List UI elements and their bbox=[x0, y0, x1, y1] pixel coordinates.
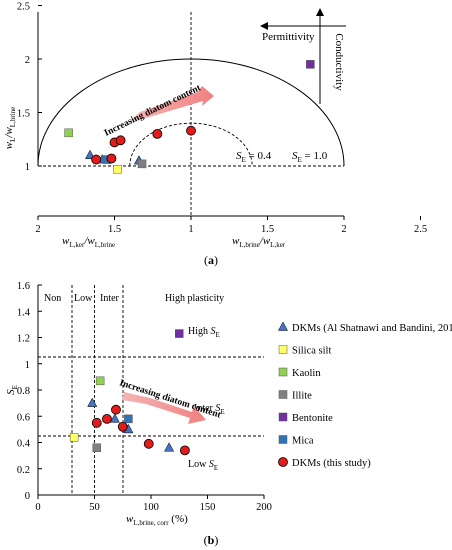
zone-inter-se-label: Inter SE bbox=[194, 403, 225, 416]
panel-b-point bbox=[69, 433, 79, 442]
se-1-boundary-curve bbox=[37, 58, 345, 167]
panel-a-trend-arrow bbox=[130, 86, 214, 121]
panel-b: 0 0.2 0.4 0.6 0.8 1 1.2 1.4 1.6 0 50 100 150 200 Non… bbox=[5, 281, 452, 547]
panel-b-label: (b) bbox=[204, 533, 219, 547]
panel-a-x-tick-label: 2 bbox=[35, 224, 40, 235]
panel-b-x-label: wL,brine, corr (%) bbox=[126, 513, 188, 527]
panel-b-legend: DKMs (Al Shatnawi and Bandini, 2018) Sili… bbox=[277, 321, 452, 469]
permittivity-label: Permittivity bbox=[262, 31, 315, 43]
conductivity-arrowhead bbox=[316, 8, 324, 16]
conductivity-label: Conductivity bbox=[333, 33, 345, 91]
panel-b-data-points bbox=[69, 329, 190, 456]
panel-a-point bbox=[152, 128, 163, 139]
panel-b-point bbox=[175, 329, 184, 338]
panel-b-point bbox=[164, 442, 175, 452]
panel-a-label: (a) bbox=[204, 253, 218, 267]
panel-a-point bbox=[106, 153, 117, 164]
legend-marker bbox=[278, 435, 288, 444]
panel-b-y-tick-label: 1.4 bbox=[17, 307, 31, 318]
panel-a-y-tick-label: 2 bbox=[25, 55, 30, 66]
region-high-label: High plasticity bbox=[165, 293, 224, 304]
legend-marker bbox=[278, 457, 288, 467]
panel-a-x-tick-label: 2.5 bbox=[414, 224, 427, 235]
panel-b-y-tick-label: 1.2 bbox=[17, 334, 30, 345]
panel-a-point bbox=[137, 159, 147, 169]
panel-a-x-tick-label: 1.5 bbox=[261, 224, 274, 235]
panel-a-y-label: wL/wL,brine bbox=[3, 107, 17, 149]
legend-entry: Illite bbox=[292, 391, 312, 402]
panel-b-x-tick-label: 200 bbox=[256, 502, 272, 513]
panel-b-point bbox=[91, 417, 102, 428]
legend-entry: DKMs (Al Shatnawi and Bandini, 2018) bbox=[292, 323, 452, 334]
panel-b-y-tick-label: 0.4 bbox=[17, 439, 31, 450]
panel-b-y-tick-label: 1.6 bbox=[17, 281, 30, 292]
panel-b-point bbox=[117, 421, 128, 432]
panel-a-y-tick-label: 1 bbox=[25, 162, 30, 173]
legend-marker bbox=[278, 345, 288, 354]
region-non-label: Non bbox=[44, 293, 61, 304]
panel-a-x-label-left: wL,ker/wL,brine bbox=[62, 235, 115, 249]
panel-b-x-tick-label: 0 bbox=[35, 502, 40, 513]
panel-b-point bbox=[102, 413, 112, 424]
panel-a-x-tick-label: 1 bbox=[188, 224, 193, 235]
zone-high-se-label: High SE bbox=[188, 326, 220, 339]
panel-a-point bbox=[91, 154, 102, 165]
panel-b-x-tick-label: 100 bbox=[143, 502, 159, 513]
legend-entry: Bentonite bbox=[292, 413, 333, 424]
se-0-4-boundary-curve bbox=[129, 122, 253, 167]
panel-b-point bbox=[143, 438, 154, 449]
zone-low-se-label: Low SE bbox=[188, 459, 218, 472]
panel-a: 11.522.5 2.521.511.522.5 wL/wL,brine wL,… bbox=[3, 2, 427, 268]
legend-entry: Mica bbox=[292, 436, 314, 447]
panel-a-point bbox=[113, 164, 122, 174]
panel-a-point bbox=[186, 125, 196, 136]
legend-entry: DKMs (this study) bbox=[292, 458, 371, 469]
legend-entry: Kaolin bbox=[292, 368, 321, 379]
se-1-0-label: SE = 1.0 bbox=[292, 150, 328, 164]
panel-b-trend-arrow bbox=[122, 392, 206, 424]
panel-a-data-points bbox=[64, 60, 315, 174]
panel-a-point bbox=[64, 128, 73, 138]
panel-b-point bbox=[95, 376, 105, 386]
legend-marker bbox=[278, 412, 288, 422]
region-low-label: Low bbox=[74, 293, 93, 304]
panel-b-y-tick-label: 0.2 bbox=[17, 465, 30, 476]
panel-a-x-label-right: wL,brine/wL,ker bbox=[232, 235, 286, 249]
se-0-4-label: SE = 0.4 bbox=[236, 150, 272, 164]
panel-b-y-tick-label: 0 bbox=[25, 491, 30, 502]
panel-b-point bbox=[179, 445, 190, 456]
region-inter-label: Inter bbox=[100, 293, 120, 304]
panel-b-y-label: SE bbox=[5, 385, 19, 395]
panel-a-x-tick-label: 1.5 bbox=[108, 224, 121, 235]
legend-entry: Silica silt bbox=[292, 346, 331, 357]
legend-marker bbox=[278, 390, 288, 399]
panel-b-point bbox=[111, 404, 121, 415]
panel-b-y-tick-label: 1 bbox=[25, 360, 30, 371]
panel-a-point bbox=[306, 60, 315, 69]
panel-b-y-tick-label: 0.8 bbox=[17, 386, 30, 397]
panel-b-point bbox=[87, 397, 98, 407]
panel-a-point bbox=[115, 135, 126, 146]
panel-b-y-tick-label: 0.6 bbox=[17, 412, 30, 423]
legend-marker bbox=[277, 321, 289, 331]
panel-b-point bbox=[92, 443, 102, 452]
legend-marker bbox=[278, 367, 288, 377]
panel-b-x-tick-label: 50 bbox=[89, 502, 100, 513]
panel-b-point bbox=[124, 414, 133, 424]
panel-b-x-tick-label: 150 bbox=[200, 502, 216, 513]
panel-a-x-tick-label: 2 bbox=[341, 224, 346, 235]
panel-a-y-tick-label: 1.5 bbox=[17, 109, 30, 120]
panel-a-y-tick-label: 2.5 bbox=[17, 2, 30, 13]
panel-b-point bbox=[109, 413, 120, 423]
permittivity-arrowhead bbox=[260, 22, 268, 30]
